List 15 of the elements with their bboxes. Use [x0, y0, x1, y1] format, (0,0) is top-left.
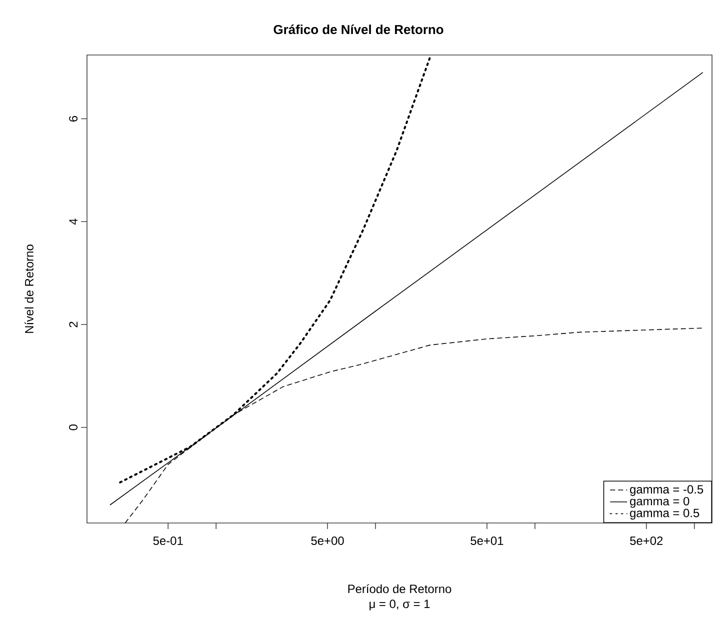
x-axis-title: Período de Retorno	[348, 584, 452, 594]
legend-label: gamma = -0.5	[630, 485, 704, 496]
y-tick-label: 2	[69, 322, 78, 328]
x-tick-label: 5e+02	[630, 536, 663, 545]
y-tick-label: 6	[69, 116, 78, 122]
y-tick-label: 0	[69, 424, 78, 430]
x-tick-label: 5e+01	[470, 536, 504, 545]
y-tick-label: 4	[69, 218, 78, 225]
y-axis-title: Nível de Retorno	[24, 244, 34, 333]
legend-label: gamma = 0	[630, 496, 690, 508]
x-tick-label: 5e-01	[153, 536, 183, 545]
legend-label: gamma = 0.5	[630, 508, 700, 520]
text: μ = 0, σ = 1	[370, 600, 430, 610]
chart-title: Gráfico de Nível de Retorno	[274, 24, 444, 34]
x-tick-label: 5e+00	[311, 536, 344, 545]
